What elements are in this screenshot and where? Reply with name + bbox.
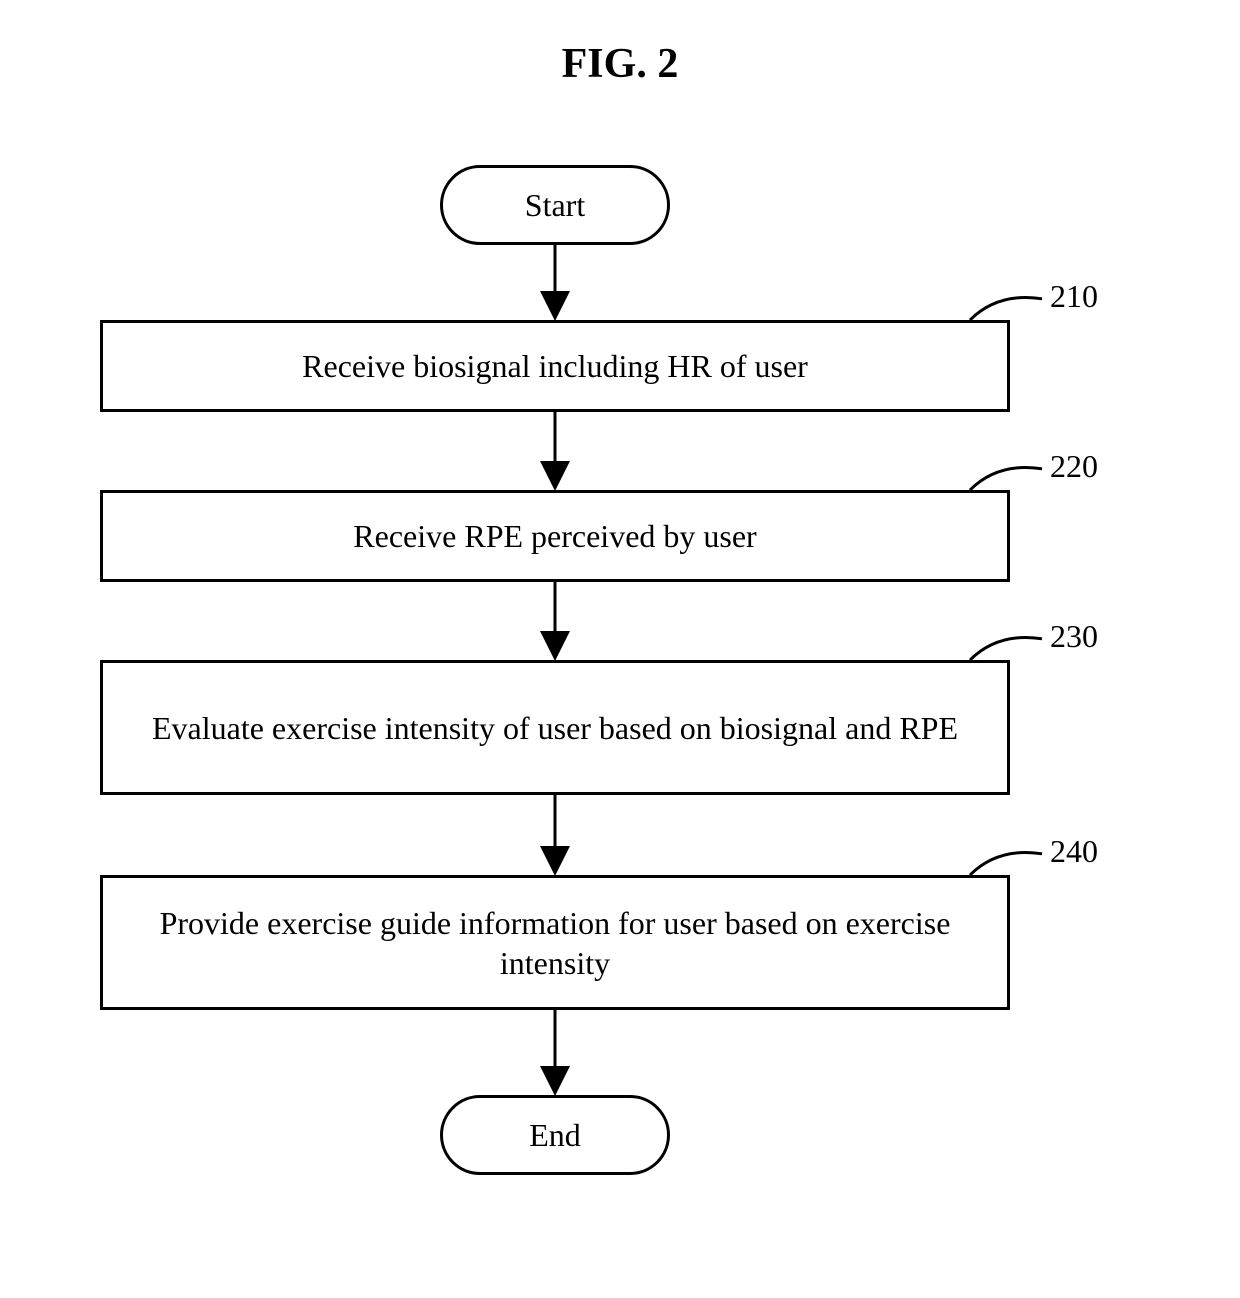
flowchart-canvas: FIG. 2 Start Receive biosignal including…	[0, 0, 1240, 1298]
ref-label-220: 220	[1050, 448, 1098, 485]
process-220: Receive RPE perceived by user	[100, 490, 1010, 582]
process-210: Receive biosignal including HR of user	[100, 320, 1010, 412]
ref-label-240: 240	[1050, 833, 1098, 870]
ref-label-230: 230	[1050, 618, 1098, 655]
ref-label-210: 210	[1050, 278, 1098, 315]
process-230: Evaluate exercise intensity of user base…	[100, 660, 1010, 795]
start-terminal: Start	[440, 165, 670, 245]
process-240: Provide exercise guide information for u…	[100, 875, 1010, 1010]
figure-title: FIG. 2	[0, 40, 1240, 88]
end-terminal: End	[440, 1095, 670, 1175]
